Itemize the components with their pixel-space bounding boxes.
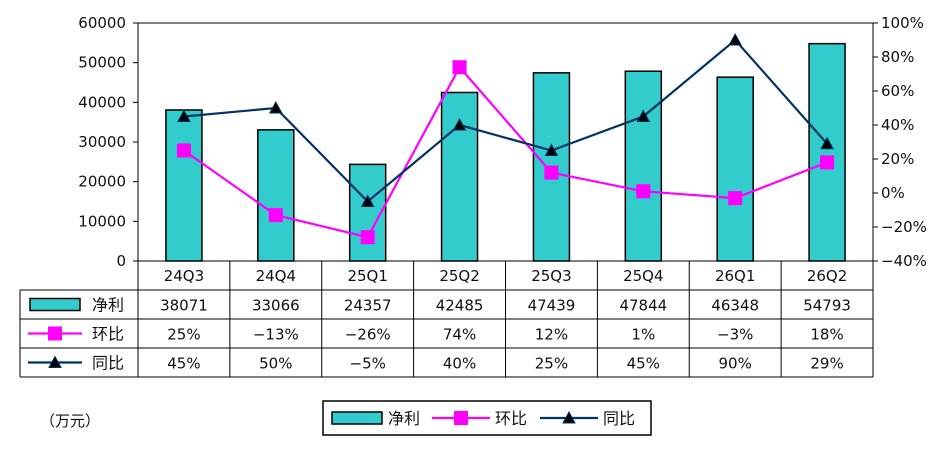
data-label-mom: −3% — [717, 326, 753, 344]
data-label-mom: 25% — [167, 326, 200, 344]
right-axis-tick-label: 80% — [881, 48, 914, 66]
marker-mom-25Q4 — [636, 184, 651, 199]
bar-24Q4 — [257, 129, 295, 262]
data-label-net: 47844 — [619, 297, 667, 315]
marker-mom-25Q3 — [544, 165, 559, 180]
legend-label-net: 净利 — [388, 409, 420, 428]
marker-mom-24Q4 — [268, 208, 283, 223]
data-label-yoy: 45% — [627, 355, 660, 373]
data-table: 24Q3 24Q4 25Q1 25Q2 25Q3 25Q4 26Q1 26Q2 净利 38071 3… — [19, 261, 874, 378]
left-axis-tick-label: 20000 — [78, 173, 126, 191]
data-label-yoy: −5% — [350, 355, 386, 373]
marker-mom-26Q1 — [728, 191, 743, 206]
data-label-net: 42485 — [436, 297, 484, 315]
row-label-yoy: 同比 — [92, 354, 124, 373]
row-label-net: 净利 — [92, 296, 124, 315]
data-label-mom: −13% — [253, 326, 299, 344]
bar-25Q2 — [440, 91, 479, 262]
data-label-yoy: 25% — [535, 355, 568, 373]
marker-mom-26Q2 — [820, 155, 835, 170]
legend-label-yoy: 同比 — [603, 409, 635, 428]
data-label-net: 54793 — [803, 297, 851, 315]
marker-yoy-26Q2 — [820, 136, 834, 150]
data-label-mom: 1% — [631, 326, 655, 344]
data-label-net: 47439 — [528, 297, 576, 315]
data-label-mom: 74% — [443, 326, 476, 344]
right-axis-tick-label: 20% — [881, 150, 914, 168]
row-key-mom-marker — [48, 326, 62, 341]
left-axis-tick-label: 10000 — [78, 212, 126, 230]
bar-26Q2 — [808, 42, 846, 262]
category-label: 25Q1 — [347, 267, 387, 285]
plot-frame — [137, 22, 874, 262]
category-label: 25Q3 — [531, 267, 571, 285]
right-axis-tick-label: −40% — [881, 252, 927, 270]
category-label: 25Q4 — [623, 267, 663, 285]
marker-yoy-25Q3 — [544, 143, 559, 156]
right-axis-tick-label: 100% — [881, 14, 924, 32]
category-label: 24Q4 — [256, 267, 296, 285]
data-label-net: 24357 — [344, 297, 392, 315]
right-axis-tick-label: −20% — [881, 218, 927, 236]
category-label: 25Q2 — [439, 267, 479, 285]
data-label-yoy: 29% — [810, 355, 843, 373]
left-axis-tick-label: 0 — [116, 252, 126, 270]
data-label-yoy: 45% — [167, 355, 200, 373]
marker-mom-25Q1 — [360, 230, 375, 245]
row-key-net — [29, 297, 81, 312]
marker-mom-25Q2 — [452, 60, 467, 75]
unit-label: （万元） — [40, 412, 101, 430]
bar-24Q3 — [165, 109, 203, 262]
left-axis-tick-label: 40000 — [78, 93, 126, 111]
legend-key-yoy-marker — [562, 410, 576, 424]
left-axis-tick-label: 30000 — [78, 133, 126, 151]
data-label-net: 46348 — [711, 297, 759, 315]
marker-yoy-25Q1 — [360, 194, 375, 207]
marker-yoy-24Q4 — [268, 100, 283, 114]
category-label: 26Q1 — [715, 267, 755, 285]
data-label-yoy: 90% — [719, 355, 752, 373]
marker-yoy-24Q3 — [177, 109, 191, 122]
legend-label-mom: 环比 — [495, 409, 527, 428]
legend-key-net — [331, 411, 383, 425]
right-axis-tick-label: 40% — [881, 116, 914, 134]
legend: 净利 环比 同比 — [322, 400, 652, 436]
series-line-yoy — [183, 38, 828, 203]
category-label: 24Q3 — [164, 267, 204, 285]
series-line-mom — [183, 65, 828, 239]
plot-area: 0 10000 20000 30000 40000 50000 60000 −40% −20% 0… — [78, 14, 927, 270]
data-label-mom: 12% — [535, 326, 568, 344]
row-key-yoy-marker — [48, 355, 62, 368]
marker-yoy-25Q4 — [636, 109, 651, 122]
legend-key-mom-marker — [454, 411, 468, 425]
data-label-yoy: 50% — [259, 355, 292, 373]
right-axis-tick-label: 0% — [881, 184, 905, 202]
data-label-net: 33066 — [252, 297, 300, 315]
bar-26Q1 — [716, 76, 754, 262]
category-label: 26Q2 — [807, 267, 847, 285]
bar-25Q4 — [624, 70, 663, 262]
data-label-net: 38071 — [160, 297, 208, 315]
left-axis-tick-label: 50000 — [78, 54, 126, 72]
marker-yoy-26Q1 — [728, 32, 743, 46]
data-label-mom: −26% — [345, 326, 391, 344]
left-axis-tick-label: 60000 — [78, 14, 126, 32]
right-axis-tick-label: 60% — [881, 82, 914, 100]
marker-yoy-25Q2 — [452, 117, 467, 131]
data-label-yoy: 40% — [443, 355, 476, 373]
marker-mom-24Q3 — [176, 143, 191, 158]
data-label-mom: 18% — [810, 326, 843, 344]
row-label-mom: 环比 — [92, 325, 124, 344]
